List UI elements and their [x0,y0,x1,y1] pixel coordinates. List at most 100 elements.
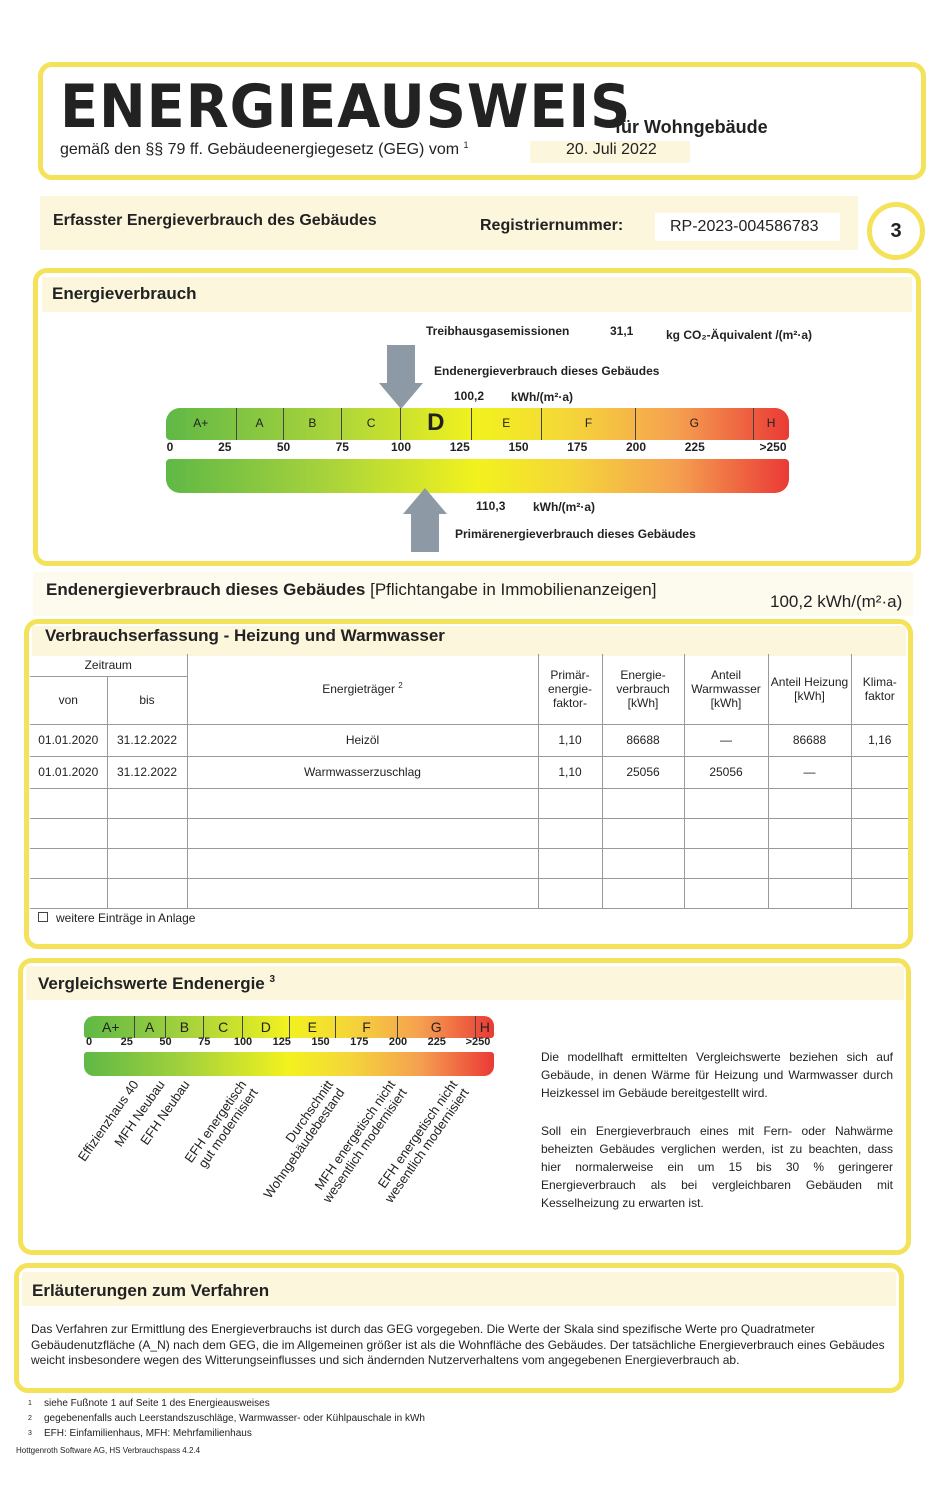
table-cell: 86688 [601,723,685,757]
table-cell [186,877,539,909]
comparison-tick: 100 [233,1036,253,1048]
page-number-badge: 3 [867,202,925,260]
table-cell [683,787,769,819]
explanation-heading: Erläuterungen zum Verfahren [32,1281,270,1300]
table-cell [850,755,908,789]
table-heading: Verbrauchserfassung - Heizung und Warmwa… [45,626,445,645]
registration-number: RP-2023-004586783 [655,213,840,241]
energy-scale-ticks: 0 25 50 75 100 125 150 175 200 225 >250 [0,440,940,456]
table-cell [106,877,188,909]
comparison-heading-text: Vergleichswerte Endenergie [38,974,265,993]
energy-tick: 175 [567,440,588,454]
table-cell [850,847,908,879]
footnote-text: gegebenenfalls auch Leerstandszuschläge,… [44,1413,425,1424]
table-cell [850,817,908,849]
table-cell: — [767,755,852,789]
comparison-class-F: F [336,1016,398,1038]
energy-class-F: F [542,408,636,440]
table-cell [767,877,852,909]
table-cell [30,817,108,849]
comparison-scale-top: A+ A B C D E F G H [84,1016,494,1038]
comparison-tick: 75 [198,1036,211,1048]
more-entries-checkbox[interactable] [38,912,48,922]
header-heating-share: Anteil Heizung [kWh] [767,654,852,725]
registration-label: Registriernummer: [480,217,624,234]
comparison-class-D: D [243,1016,290,1038]
header-period: Zeitraum [30,654,188,677]
comparison-tick: 25 [120,1036,133,1048]
comparison-scale-ticks: 0 25 50 75 100 125 150 175 200 225 >250 [0,1036,940,1050]
summary-value: 100,2 kWh/(m²·a) [770,592,903,611]
primary-energy-arrow-icon [403,488,448,552]
comparison-tick: >250 [465,1036,491,1048]
footnote: 3 EFH: Einfamilienhaus, MFH: Mehrfamilien… [28,1426,425,1441]
table-cell [106,847,188,879]
energy-class-H: H [766,416,776,430]
footnotes: 1 siehe Fußnote 1 auf Seite 1 des Energie… [28,1396,425,1441]
comparison-tick: 125 [272,1036,291,1048]
table-cell [601,877,685,909]
comparison-tick: 0 [85,1036,93,1048]
header-primary-factor: Primär-energie-faktor- [537,654,603,725]
table-cell [601,787,685,819]
table-cell [106,787,188,819]
energy-class-B: B [284,408,343,440]
summary-row: Endenergieverbrauch dieses Gebäudes [Pfl… [46,580,656,600]
ghg-label: Treibhausgasemissionen [426,324,570,338]
table-cell [30,847,108,879]
law-text: gemäß den §§ 79 ff. Gebäudeenergiegesetz… [60,141,460,159]
table-cell [767,787,852,819]
more-entries-label: weitere Einträge in Anlage [56,911,196,925]
table-cell [767,817,852,849]
comparison-tick: 200 [388,1036,408,1048]
comparison-class-G: G [398,1016,476,1038]
table-cell [537,877,603,909]
comparison-tick: 175 [350,1036,369,1048]
comparison-text-1: Die modellhaft ermittelten Vergleichswer… [541,1050,893,1100]
energy-tick: 25 [218,440,232,454]
table-cell [537,787,603,819]
energy-class-A+: A+ [166,408,237,440]
energy-tick: 0 [166,440,174,454]
energy-tick: 125 [449,440,470,454]
consumption-table: Zeitraum Energieträger 2 Primär-energie-fa… [30,654,908,909]
table-cell [601,817,685,849]
table-cell: 01.01.2020 [30,755,108,789]
header-climate-factor: Klima-faktor [850,654,908,725]
primary-energy-value: 110,3 [476,499,506,513]
footnote-text: siehe Fußnote 1 auf Seite 1 des Energiea… [44,1398,270,1409]
table-cell: 25056 [683,755,769,789]
footnote: 2 gegebenenfalls auch Leerstandszuschläge… [28,1411,425,1426]
footnote-text: EFH: Einfamilienhaus, MFH: Mehrfamilienh… [44,1428,252,1439]
table-heading-band [32,626,906,656]
law-reference: gemäß den §§ 79 ff. Gebäudeenergiegesetz… [60,140,469,159]
comparison-tick: 225 [427,1036,446,1048]
comparison-tick: 50 [159,1036,172,1048]
summary-label: Endenergieverbrauch dieses Gebäudes [46,580,366,599]
energy-class-E: E [472,408,542,440]
ghg-row: Treibhausgasemissionen 31,1 kg CO₂-Äquiv… [426,324,846,342]
comparison-class-A+: A+ [88,1016,135,1038]
energy-tick: 100 [390,440,412,454]
comparison-class-E: E [290,1016,336,1038]
end-energy-unit: kWh/(m²·a) [511,390,573,404]
energy-scale-top: A+ A B C D E F G H [166,408,789,440]
energy-class-G: G [636,408,754,440]
table-cell [850,877,908,909]
footnote-number: 1 [28,1400,32,1407]
comparison-scale-bottom [84,1052,494,1076]
explanation-text: Das Verfahren zur Ermittlung des Energie… [31,1322,885,1367]
header-carrier-text: Energieträger [322,682,395,697]
table-cell: 1,16 [850,723,908,757]
table-row: 01.01.2020 31.12.2022 Warmwasserzuschlag 1,… [30,755,908,789]
table-cell [186,787,539,819]
table-cell [30,877,108,909]
energy-tick: 200 [625,440,647,454]
header-carrier: Energieträger 2 [186,654,539,725]
table-cell: 31.12.2022 [106,755,188,789]
table-cell [767,847,852,879]
energy-tick: 50 [276,440,291,454]
energy-heading: Energieverbrauch [52,284,197,303]
document-title: ENERGIEAUSWEIS [60,72,632,142]
energy-class-A: A [237,408,284,440]
